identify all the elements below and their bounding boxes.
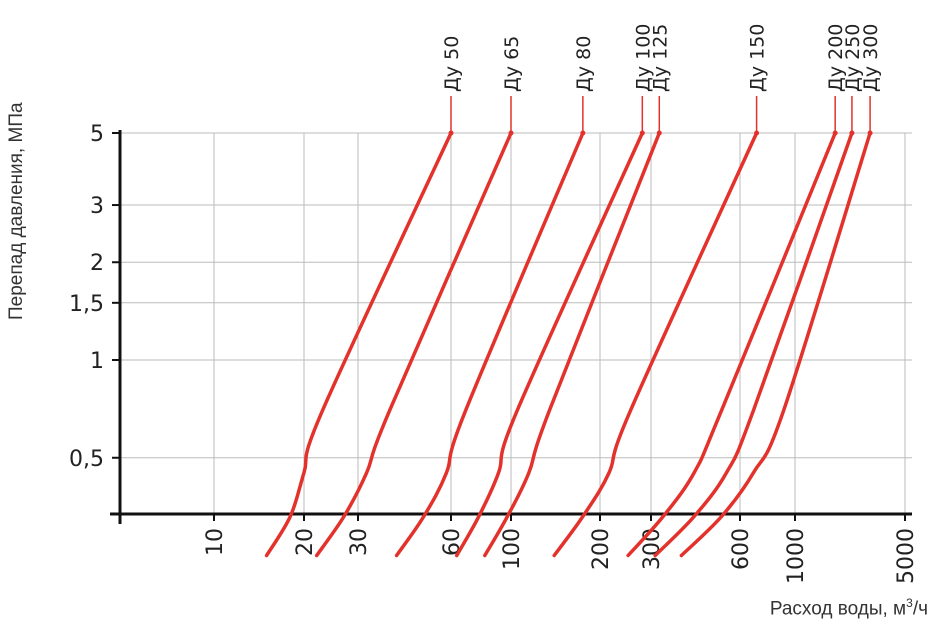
series-endpoint <box>508 130 514 136</box>
series-label: Ду 125 <box>649 24 671 92</box>
x-tick-label: 100 <box>500 528 525 570</box>
x-tick-label: 600 <box>729 528 754 570</box>
x-tick-label: 60 <box>440 528 465 556</box>
series-endpoint <box>867 130 873 136</box>
series-line <box>679 131 872 558</box>
series-line <box>552 131 759 558</box>
series-label: Ду 50 <box>441 36 463 92</box>
y-axis-label-text: Перепад давления, МПа <box>6 102 27 320</box>
series-line <box>626 131 837 558</box>
series-endpoint <box>580 130 586 136</box>
series-endpoint <box>754 130 760 136</box>
x-axis-label-text: Расход воды, м <box>769 598 907 619</box>
series-endpoint <box>639 130 645 136</box>
series-line <box>314 131 513 558</box>
series-endpoint <box>832 130 838 136</box>
series-label: Ду 100 <box>632 24 654 92</box>
series-label: Ду 250 <box>842 24 864 92</box>
series-line <box>394 131 585 558</box>
x-axis-label: Расход воды, м3/ч <box>770 596 928 620</box>
y-tick-label: 1,5 <box>69 292 104 317</box>
series-line <box>483 131 662 558</box>
series-endpoint <box>656 130 662 136</box>
series-label: Ду 150 <box>747 24 769 92</box>
series-label: Ду 300 <box>860 24 882 92</box>
series-label: Ду 65 <box>501 36 523 92</box>
x-tick-label: 30 <box>347 528 372 556</box>
series-line <box>264 131 453 558</box>
x-tick-label: 10 <box>203 528 228 556</box>
y-tick-label: 1 <box>90 349 104 374</box>
x-tick-label: 200 <box>589 528 614 570</box>
x-tick-label: 1000 <box>784 528 809 584</box>
y-tick-label: 2 <box>90 251 104 276</box>
x-tick-label: 20 <box>293 528 318 556</box>
x-axis-label-suffix: /ч <box>912 598 928 619</box>
x-axis-label-sup: 3 <box>906 595 913 610</box>
series-endpoint <box>448 130 454 136</box>
series-label: Ду 200 <box>825 24 847 92</box>
series-line <box>653 131 854 558</box>
y-tick-label: 3 <box>90 194 104 219</box>
x-tick-label: 5000 <box>894 528 919 584</box>
series-line <box>454 131 645 558</box>
series-label: Ду 80 <box>573 36 595 92</box>
y-tick-label: 0,5 <box>69 447 104 472</box>
series-endpoint <box>849 130 855 136</box>
y-tick-label: 5 <box>90 122 104 147</box>
